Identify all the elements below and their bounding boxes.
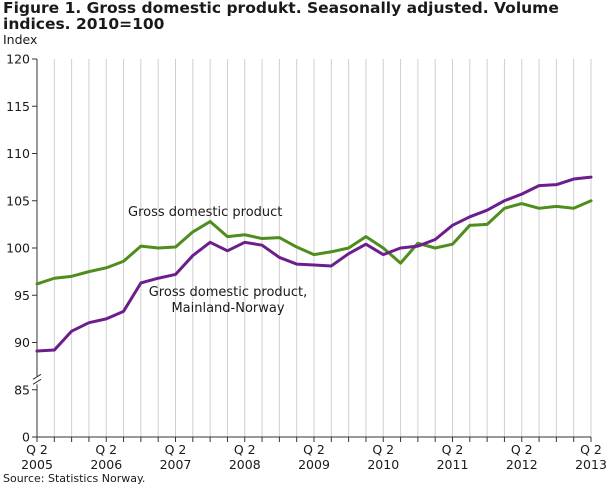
x-tick-label-year: 2008 bbox=[229, 457, 261, 472]
y-tick-label: 105 bbox=[6, 193, 30, 208]
series-label-gdp-mainland: Mainland-Norway bbox=[171, 301, 284, 316]
series-line-gdp bbox=[35, 199, 593, 286]
axis-break-mark bbox=[32, 378, 42, 385]
x-tick-label-year: 2006 bbox=[90, 457, 122, 472]
vertical-gridlines bbox=[36, 59, 592, 437]
chart-title: Figure 1. Gross domestic produkt. Season… bbox=[3, 0, 559, 33]
x-tick-label-quarter: Q 2 bbox=[234, 442, 256, 457]
x-tick-label-year: 2007 bbox=[160, 457, 192, 472]
series-line-gdp-mainland bbox=[35, 175, 593, 353]
x-tick-label-quarter: Q 2 bbox=[442, 442, 464, 457]
y-tick-label: 120 bbox=[6, 52, 30, 67]
x-tick-label-quarter: Q 2 bbox=[303, 442, 325, 457]
series-lines bbox=[35, 175, 593, 353]
x-tick-label-year: 2012 bbox=[506, 457, 538, 472]
series-label-gdp: Gross domestic product bbox=[128, 205, 282, 220]
y-tick-label: 85 bbox=[14, 382, 30, 397]
x-tick-label-quarter: Q 2 bbox=[26, 442, 48, 457]
y-tick-label: 90 bbox=[14, 335, 30, 350]
y-tick-labels: Index 0 85 90 95 100 105 110 115 120 bbox=[3, 32, 42, 445]
x-tick-label-quarter: Q 2 bbox=[511, 442, 533, 457]
x-tick-label-year: 2005 bbox=[21, 457, 53, 472]
x-tick-label-quarter: Q 2 bbox=[165, 442, 187, 457]
x-tick-label-year: 2011 bbox=[437, 457, 469, 472]
x-tick-label-quarter: Q 2 bbox=[372, 442, 394, 457]
y-tick-label: 100 bbox=[6, 241, 30, 256]
series-label-gdp-mainland: Gross domestic product, bbox=[149, 285, 308, 300]
x-tick-label-quarter: Q 2 bbox=[580, 442, 602, 457]
y-tick-label: 0 bbox=[22, 430, 30, 445]
y-axis-label: Index bbox=[3, 32, 37, 47]
axis-break-mark bbox=[32, 373, 42, 380]
y-tick-label: 95 bbox=[14, 288, 30, 303]
series-labels: Gross domestic product Gross domestic pro… bbox=[128, 205, 307, 316]
x-tick-label-year: 2010 bbox=[367, 457, 399, 472]
x-tick-label-year: 2009 bbox=[298, 457, 330, 472]
y-tick-label: 110 bbox=[6, 146, 30, 161]
source-note: Source: Statistics Norway. bbox=[3, 472, 146, 485]
axis-break-gap bbox=[33, 376, 41, 385]
x-tick-label-quarter: Q 2 bbox=[95, 442, 117, 457]
y-tick-label: 115 bbox=[6, 99, 30, 114]
x-tick-label-year: 2013 bbox=[575, 457, 607, 472]
